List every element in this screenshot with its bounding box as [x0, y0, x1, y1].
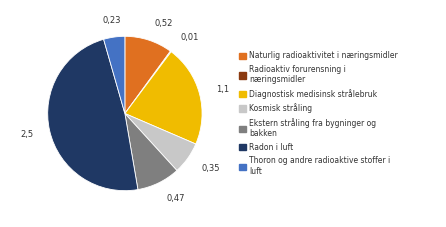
Text: 0,35: 0,35 — [202, 164, 220, 173]
Wedge shape — [125, 114, 177, 190]
Wedge shape — [103, 36, 125, 114]
Text: 1,1: 1,1 — [216, 85, 229, 94]
Text: 0,01: 0,01 — [181, 33, 199, 42]
Legend: Naturlig radioaktivitet i næringsmidler, Radioaktiv forurensning i
næringsmidler: Naturlig radioaktivitet i næringsmidler,… — [239, 51, 398, 176]
Text: 0,23: 0,23 — [103, 16, 121, 25]
Wedge shape — [125, 51, 171, 114]
Wedge shape — [125, 52, 202, 144]
Wedge shape — [48, 39, 138, 191]
Text: 2,5: 2,5 — [20, 130, 33, 139]
Wedge shape — [125, 114, 196, 170]
Wedge shape — [125, 36, 170, 114]
Text: 0,52: 0,52 — [154, 20, 173, 28]
Text: 0,47: 0,47 — [166, 194, 185, 202]
